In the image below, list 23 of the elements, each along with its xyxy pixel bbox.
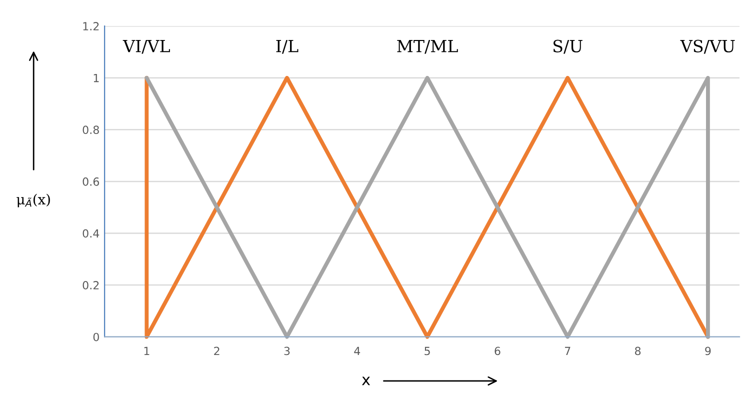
x-tick-label: 2 <box>214 346 220 356</box>
annotation: I/L <box>276 40 298 54</box>
y-tick-label: 0.6 <box>82 177 100 186</box>
x-tick-label: 5 <box>424 346 430 356</box>
y-tick-label: 0.8 <box>82 126 99 134</box>
y-tick-label: 1.2 <box>83 22 99 30</box>
x-tick-label: 6 <box>494 346 500 356</box>
annotation: VS/VU <box>680 40 735 54</box>
y-tick-label: 0.4 <box>82 229 100 238</box>
annotation: VI/VL <box>122 40 170 54</box>
annotation: S/U <box>554 40 582 54</box>
y-tick-label: 0 <box>93 332 99 342</box>
x-tick-label: 8 <box>635 346 641 356</box>
annotation: MT/ML <box>397 40 458 54</box>
x-axis-title: x <box>362 376 370 386</box>
y-tick-label: 0.2 <box>82 281 99 290</box>
x-tick-label: 4 <box>354 346 360 356</box>
y-tick-label: 1 <box>94 74 99 82</box>
x-tick-label: 9 <box>705 346 711 356</box>
x-tick-label: 7 <box>565 346 570 356</box>
y-axis-title: μ$_{Ã}$(x) <box>16 194 50 208</box>
x-tick-label: 3 <box>284 346 290 356</box>
x-tick-label: 1 <box>144 346 150 356</box>
